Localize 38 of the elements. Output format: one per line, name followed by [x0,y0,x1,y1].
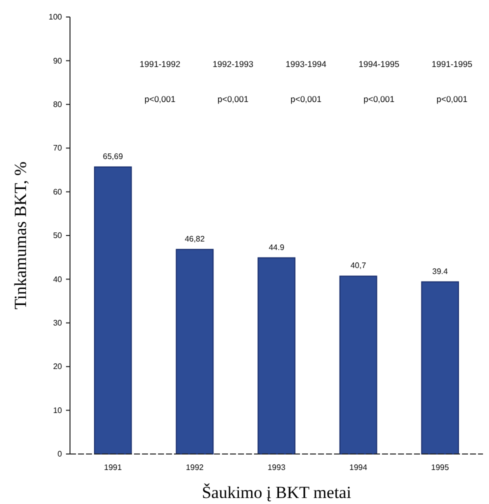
y-tick-label: 80 [53,100,63,109]
x-tick-label: 1992 [186,463,204,472]
x-tick-label: 1993 [268,463,286,472]
annotation: p<0,001 [436,94,468,104]
y-tick-label: 100 [48,12,63,22]
bar [421,281,459,454]
data-label: 46,82 [184,234,206,244]
bar [258,257,296,454]
data-label: 39.4 [432,266,448,276]
y-axis-title: Tinkamumas BKT, % [11,162,30,310]
y-tick-label: 70 [53,144,63,153]
x-axis-title: Šaukimo į BKT metai [202,483,352,502]
x-tick-label: 1991 [104,463,122,472]
annotation: 1994-1995 [358,59,400,69]
annotation: 1991-1995 [432,59,473,69]
annotation: p<0,001 [290,94,322,104]
annotation: 1992-1993 [212,59,254,69]
y-tick-label: 20 [53,362,63,372]
bar [339,276,378,454]
data-label: 44.9 [268,242,285,252]
y-tick-label: 10 [53,406,63,415]
annotation: p<0,001 [218,94,249,104]
y-tick-label: 40 [53,274,63,284]
annotation: 1993-1994 [286,59,327,69]
y-tick-label: 0 [58,450,63,459]
bar [94,166,132,454]
annotation: p<0,001 [144,94,176,104]
data-label: 40,7 [350,261,367,270]
annotation: 1991-1992 [140,59,181,69]
x-tick-label: 1994 [349,463,368,472]
y-tick-label: 50 [53,231,63,240]
y-tick-label: 90 [53,56,63,66]
y-tick-label: 30 [53,318,63,328]
data-label: 65,69 [102,152,124,161]
bar [176,248,214,454]
x-tick-label: 1995 [431,463,450,472]
annotation: p<0,001 [364,94,395,104]
y-tick-label: 60 [53,187,63,196]
